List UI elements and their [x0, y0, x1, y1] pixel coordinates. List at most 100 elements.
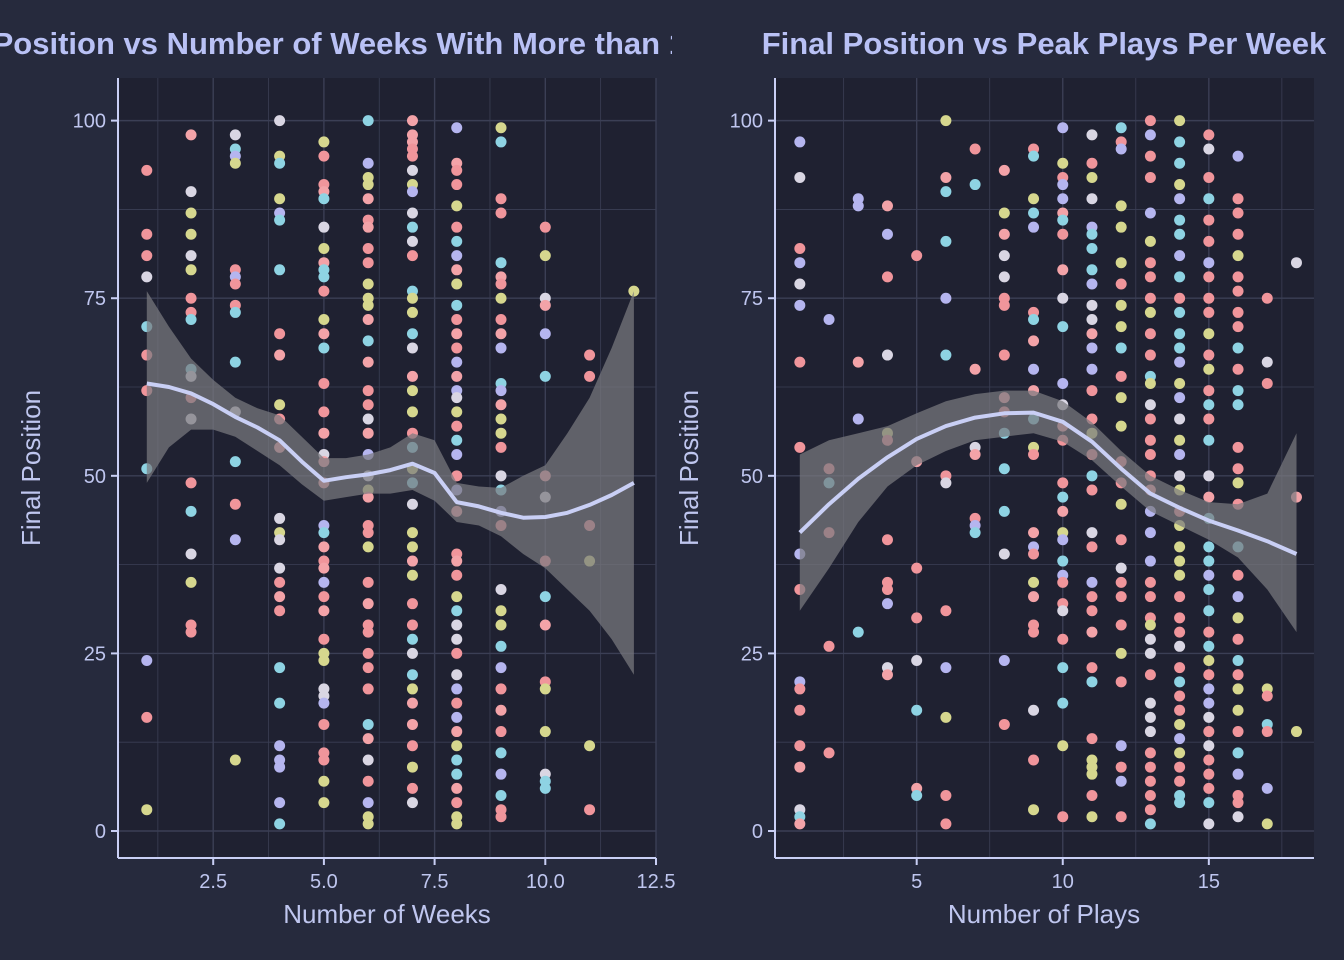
data-point	[1028, 207, 1040, 219]
data-point	[1144, 257, 1156, 269]
data-point	[495, 385, 507, 397]
data-point	[1261, 356, 1273, 368]
data-point	[1144, 399, 1156, 411]
data-point	[1203, 129, 1215, 141]
data-point	[1115, 122, 1127, 134]
data-point	[1115, 370, 1127, 382]
data-point	[362, 335, 374, 347]
data-point	[1174, 250, 1186, 262]
data-point	[1057, 555, 1069, 567]
data-point	[1290, 726, 1302, 738]
data-point	[1144, 527, 1156, 539]
data-point	[274, 605, 286, 617]
data-point	[1203, 306, 1215, 318]
data-point	[1232, 385, 1244, 397]
chart-peak-plays: 0 25 50 75 100 5 10 15 Number of Plays Final Posi…	[674, 26, 1327, 929]
data-point	[274, 740, 286, 752]
data-point	[495, 122, 507, 134]
data-point	[1086, 591, 1098, 603]
data-point	[406, 370, 418, 382]
data-point	[362, 427, 374, 439]
data-point	[1144, 292, 1156, 304]
data-point	[451, 449, 463, 461]
data-point	[1086, 264, 1098, 276]
data-point	[406, 598, 418, 610]
confidence-ribbon	[799, 390, 1297, 633]
data-point	[1203, 655, 1215, 667]
data-point	[1115, 676, 1127, 688]
data-point	[451, 314, 463, 326]
data-point	[451, 250, 463, 262]
data-point	[362, 541, 374, 553]
data-point	[794, 683, 806, 695]
data-point	[1086, 129, 1098, 141]
data-point	[318, 718, 330, 730]
data-point	[1115, 740, 1127, 752]
data-point	[451, 356, 463, 368]
data-point	[362, 399, 374, 411]
data-point	[451, 683, 463, 695]
x-tick-label: 10.0	[526, 871, 565, 893]
data-point	[1086, 157, 1098, 169]
data-point	[998, 548, 1010, 560]
data-point	[1203, 143, 1215, 155]
data-point	[1086, 484, 1098, 496]
data-point	[406, 633, 418, 645]
data-point	[406, 235, 418, 247]
data-point	[1232, 569, 1244, 581]
data-point	[185, 207, 197, 219]
data-point	[1028, 548, 1040, 560]
data-point	[881, 271, 893, 283]
data-point	[1057, 534, 1069, 546]
data-point	[881, 228, 893, 240]
data-point	[406, 683, 418, 695]
data-point	[406, 292, 418, 304]
data-point	[185, 186, 197, 198]
data-point	[852, 200, 864, 212]
data-point	[451, 235, 463, 247]
data-point	[1174, 626, 1186, 638]
data-point	[1203, 491, 1215, 503]
data-point	[539, 591, 551, 603]
data-point	[1232, 669, 1244, 681]
data-point	[584, 804, 596, 816]
x-axis-title: Number of Weeks	[283, 899, 491, 929]
data-point	[318, 314, 330, 326]
data-point	[1203, 669, 1215, 681]
data-point	[1174, 704, 1186, 716]
data-point	[794, 704, 806, 716]
data-point	[1115, 811, 1127, 823]
data-point	[940, 605, 952, 617]
data-point	[318, 775, 330, 787]
data-point	[584, 370, 596, 382]
data-point	[1232, 747, 1244, 759]
data-point	[1174, 342, 1186, 354]
data-point	[1232, 228, 1244, 240]
data-point	[1028, 314, 1040, 326]
x-tick-label: 2.5	[199, 871, 227, 893]
data-point	[1232, 250, 1244, 262]
data-point	[451, 740, 463, 752]
data-point	[881, 534, 893, 546]
data-point	[1057, 697, 1069, 709]
data-point	[406, 527, 418, 539]
x-tick-label: 10	[1052, 871, 1074, 893]
data-point	[1086, 385, 1098, 397]
smooth-line	[798, 410, 1298, 556]
data-point	[495, 662, 507, 674]
data-point	[406, 555, 418, 567]
data-point	[451, 818, 463, 830]
data-point	[1203, 328, 1215, 340]
data-point	[1203, 740, 1215, 752]
data-point	[1174, 733, 1186, 745]
data-point	[1203, 399, 1215, 411]
chart-title: Final Position vs Peak Plays Per Week	[762, 26, 1327, 61]
data-point	[1203, 711, 1215, 723]
data-point	[1115, 619, 1127, 631]
data-point	[1028, 363, 1040, 375]
data-point	[1261, 377, 1273, 389]
data-point	[495, 747, 507, 759]
data-point	[881, 349, 893, 361]
data-point	[362, 356, 374, 368]
data-point	[1144, 349, 1156, 361]
